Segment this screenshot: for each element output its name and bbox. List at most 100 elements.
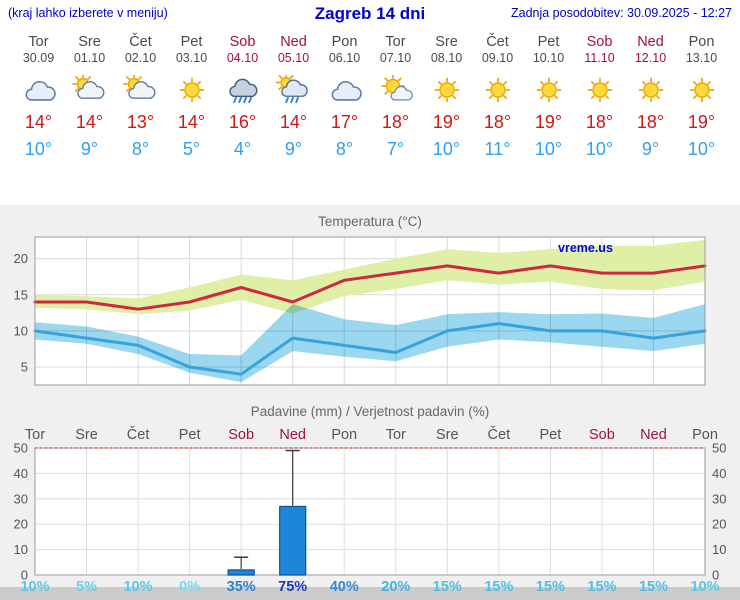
temp-axis-tick-label: 5 <box>21 359 28 374</box>
day-min-temperature: 10° <box>585 139 614 159</box>
day-icon-slot <box>376 74 416 105</box>
day-icon-slot <box>121 73 161 105</box>
day-date: 08.10 <box>430 51 463 65</box>
day-date: 06.10 <box>328 51 361 65</box>
day-date: 04.10 <box>226 51 259 65</box>
sun-rays <box>485 77 510 103</box>
precip-bar <box>279 505 307 576</box>
sunny-icon <box>689 77 714 103</box>
day-icon-slot <box>478 75 518 105</box>
forecast-day-08-10: Sre 08.10 19° 10° <box>421 34 472 160</box>
precip-probability-label: 35% <box>227 579 256 595</box>
sunny-icon <box>536 77 561 103</box>
day-icon-slot <box>427 75 467 105</box>
precip-day-label: Ned <box>279 427 306 443</box>
precip-probability-label: 10% <box>690 579 719 595</box>
cloud-shape <box>76 81 104 99</box>
temp-axis-tick-label: 20 <box>14 251 28 266</box>
day-icon-slot <box>325 75 365 105</box>
day-icon-slot <box>529 75 569 105</box>
day-name: Ned <box>637 34 664 50</box>
forecast-day-13-10: Pon 13.10 19° 10° <box>676 34 727 160</box>
forecast-day-09-10: Čet 09.10 18° 11° <box>472 34 523 160</box>
day-name: Sob <box>229 34 256 50</box>
precip-probability-label: 40% <box>330 579 359 595</box>
precip-axis-tick-label-left: 50 <box>14 441 28 456</box>
sun-rays <box>689 77 714 103</box>
sun-disc <box>642 82 659 98</box>
precipitation-chart-title: Padavine (mm) / Verjetnost padavin (%) <box>250 404 490 419</box>
day-icon-slot <box>70 73 110 105</box>
sun-rays <box>536 77 561 103</box>
min-temperature-line <box>33 322 707 376</box>
precip-day-label: Tor <box>25 427 45 443</box>
day-date: 07.10 <box>379 51 412 65</box>
precip-probability-label: 5% <box>76 579 97 595</box>
precip-probability-label: 15% <box>639 579 668 595</box>
precip-day-label: Pon <box>692 427 718 443</box>
sun-disc <box>438 82 455 98</box>
forecast-day-05-10: Ned 05.10 14° 9° <box>268 34 319 160</box>
sun-disc <box>489 82 506 98</box>
day-max-temperature: 16° <box>228 112 257 132</box>
forecast-day-12-10: Ned 12.10 18° 9° <box>625 34 676 160</box>
precip-probability-label: 10% <box>124 579 153 595</box>
page-title: Zagreb 14 dni <box>314 4 426 23</box>
footer-bar <box>0 587 740 600</box>
day-max-temperature: 19° <box>432 112 461 132</box>
day-name: Sre <box>435 34 458 50</box>
day-max-temperature: 17° <box>330 112 359 132</box>
day-max-temperature: 19° <box>534 112 563 132</box>
forecast-strip: Tor 30.09 14° 10° Sre 01.10 14° 9° Čet 02.10 13° 8°… <box>13 34 727 160</box>
precip-day-label: Pet <box>179 427 201 443</box>
day-date: 09.10 <box>481 51 514 65</box>
day-max-temperature: 19° <box>687 112 716 132</box>
mostly-sunny-icon <box>380 74 413 101</box>
day-min-temperature: 10° <box>534 139 563 159</box>
day-min-temperature: 7° <box>386 139 405 159</box>
day-date: 12.10 <box>634 51 667 65</box>
partly-cloudy-icon <box>122 73 155 99</box>
cloud-shape <box>228 78 257 98</box>
day-max-temperature: 18° <box>585 112 614 132</box>
day-date: 03.10 <box>175 51 208 65</box>
temperature-chart: 5 10 15 20 <box>14 236 707 386</box>
sun-disc <box>183 82 200 98</box>
day-date: 01.10 <box>73 51 106 65</box>
precip-axis-tick-label-left: 20 <box>14 517 28 532</box>
forecast-day-30-09: Tor 30.09 14° 10° <box>13 34 64 160</box>
temperature-chart-title: Temperatura (°C) <box>318 214 422 229</box>
cloud-shape <box>127 81 155 99</box>
sun-disc <box>540 82 557 98</box>
precip-probability-label: 20% <box>381 579 410 595</box>
day-max-temperature: 18° <box>381 112 410 132</box>
sunny-icon <box>587 77 612 103</box>
day-name: Ned <box>280 34 307 50</box>
precip-day-label: Sob <box>228 427 254 443</box>
vreme-us-watermark-link[interactable]: vreme.us <box>558 241 613 255</box>
precip-axis-tick-label-left: 30 <box>14 491 28 506</box>
cloud-shape <box>390 85 413 101</box>
day-max-temperature: 13° <box>126 112 155 132</box>
day-date: 13.10 <box>685 51 718 65</box>
day-date: 30.09 <box>22 51 55 65</box>
day-name: Tor <box>28 34 49 50</box>
precip-day-label: Ned <box>640 427 667 443</box>
temp-axis-tick-label: 10 <box>14 323 28 338</box>
precip-day-label: Tor <box>386 427 406 443</box>
rain-drops <box>232 96 252 104</box>
day-max-temperature: 14° <box>75 112 104 132</box>
day-min-temperature: 4° <box>233 139 252 159</box>
day-max-temperature: 14° <box>24 112 53 132</box>
day-icon-slot <box>172 75 212 105</box>
day-name: Pon <box>688 34 715 50</box>
sunny-icon <box>434 77 459 103</box>
day-min-temperature: 9° <box>80 139 99 159</box>
temp-axis-tick-label: 15 <box>14 287 28 302</box>
day-name: Pon <box>331 34 358 50</box>
precip-axis-tick-label-left: 10 <box>14 542 28 557</box>
sun-rays <box>434 77 459 103</box>
rain-sun-icon <box>275 72 308 104</box>
precip-axis-tick-label-right: 20 <box>712 517 726 532</box>
